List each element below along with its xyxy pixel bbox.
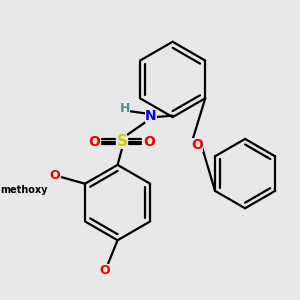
Text: O: O	[143, 135, 155, 149]
Text: N: N	[145, 109, 157, 123]
Text: S: S	[116, 134, 128, 149]
Text: O: O	[191, 138, 203, 152]
Text: H: H	[120, 102, 130, 115]
Text: O: O	[88, 135, 100, 149]
Text: methoxy: methoxy	[0, 184, 48, 194]
Text: O: O	[49, 169, 60, 182]
Text: O: O	[99, 264, 110, 277]
